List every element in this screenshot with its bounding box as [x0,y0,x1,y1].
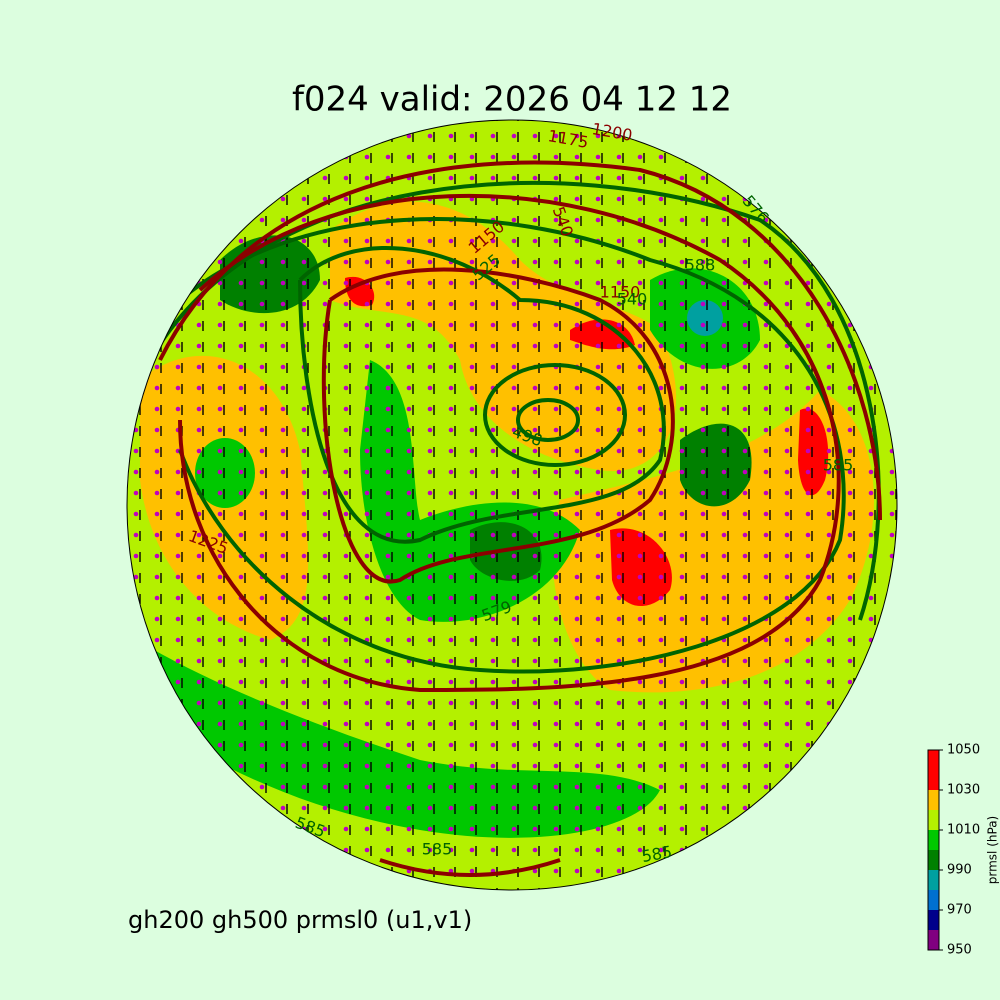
colorbar-tick-label: 1050 [947,743,980,758]
colorbar-band [928,930,939,950]
colorbar-band [928,890,939,910]
contour-label: 585 [422,840,453,859]
globe-outline [126,119,898,891]
colorbar-band [928,850,939,870]
title: f024 valid: 2026 04 12 12 [292,80,732,120]
colorbar-band [928,790,939,810]
gh200-contours [158,160,882,877]
contour-label: 585 [823,456,854,475]
colorbar-tick-label: 950 [947,943,972,958]
colorbar-tick-label: 970 [947,903,972,918]
wind-barbs [127,120,897,890]
colorbar-tick-label: 990 [947,863,972,878]
colorbar: 950 970 990 1010 1030 1050 [927,743,980,958]
colorbar-tick-label: 1010 [947,823,980,838]
caption: gh200 gh500 prmsl0 (u1,v1) [128,906,472,934]
contour-label: 585 [640,842,673,866]
colorbar-tick-label: 1030 [947,783,980,798]
contour-label: 1150 [600,283,641,302]
globe [127,120,897,890]
contour-label: 540 [617,290,648,309]
colorbar-band [928,750,939,790]
colorbar-label: prmsl (hPa) [986,816,1000,884]
colorbar-band [928,910,939,930]
colorbar-band [928,810,939,830]
contour-label: 588 [685,256,716,275]
colorbar-frame [927,749,940,951]
colorbar-band [928,870,939,890]
colorbar-band [928,830,939,850]
